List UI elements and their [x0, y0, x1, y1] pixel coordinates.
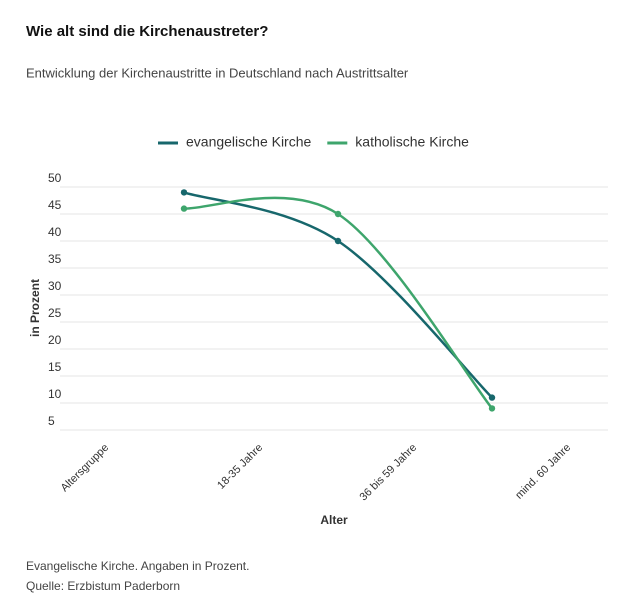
data-point: [334, 237, 342, 245]
y-tick-label: 50: [48, 171, 62, 185]
x-tick-label: 18-35 Jahre: [215, 442, 265, 492]
y-tick-label: 20: [48, 333, 62, 347]
x-tick-label: 36 bis 59 Jahre: [358, 442, 420, 504]
y-tick-label: 5: [48, 414, 55, 428]
series-line: [183, 196, 493, 410]
y-axis-label: in Prozent: [28, 279, 42, 337]
y-tick-label: 45: [48, 198, 62, 212]
note: Quelle: Erzbistum Paderborn: [26, 579, 180, 593]
x-tick-label: Altersgruppe: [59, 442, 112, 495]
x-tick-label: mind. 60 Jahre: [513, 442, 573, 502]
y-tick-label: 40: [48, 225, 62, 239]
y-tick-label: 35: [48, 252, 62, 266]
legend-label: katholische Kirche: [355, 134, 469, 150]
y-tick-label: 10: [48, 387, 62, 401]
chart-subtitle: Entwicklung der Kirchenaustritte in Deut…: [26, 65, 409, 80]
chart-title: Wie alt sind die Kirchenaustreter?: [26, 23, 268, 40]
y-tick-label: 30: [48, 279, 62, 293]
data-point: [180, 205, 188, 212]
note: Evangelische Kirche. Angaben in Prozent.: [26, 559, 249, 573]
data-point: [334, 210, 342, 218]
data-point: [488, 394, 496, 401]
x-axis-label: Alter: [320, 513, 348, 527]
data-point: [488, 405, 496, 412]
legend-label: evangelische Kirche: [186, 134, 312, 150]
data-point: [180, 189, 188, 196]
y-tick-label: 15: [48, 360, 62, 374]
y-tick-label: 25: [48, 306, 62, 320]
